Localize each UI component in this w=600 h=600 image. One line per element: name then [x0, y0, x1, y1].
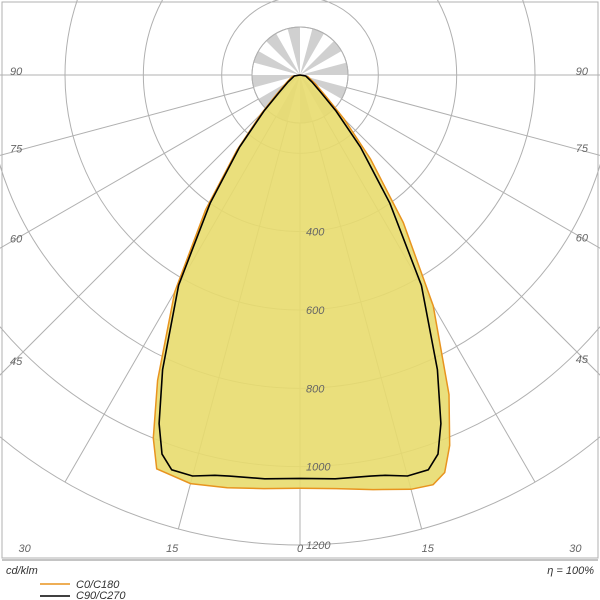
angle-label: 0 — [297, 543, 304, 555]
angle-label: 45 — [10, 356, 23, 368]
angle-label: 60 — [576, 232, 589, 244]
angle-label: 90 — [576, 66, 589, 78]
ring-label: 1000 — [306, 462, 331, 474]
angle-label: 45 — [576, 354, 589, 366]
angle-label: 30 — [569, 543, 582, 555]
ring-label: 800 — [306, 383, 325, 395]
angle-label: 15 — [166, 543, 179, 555]
angle-label: 75 — [576, 143, 589, 155]
legend-label-c90: C90/C270 — [76, 590, 126, 600]
angle-label: 30 — [18, 543, 31, 555]
unit-label: cd/klm — [6, 565, 38, 577]
angle-label: 75 — [10, 144, 23, 156]
angle-label: 15 — [422, 543, 435, 555]
ring-label: 400 — [306, 227, 325, 239]
ring-label: 1200 — [306, 540, 331, 552]
angle-label: 60 — [10, 233, 23, 245]
efficiency-label: η = 100% — [547, 565, 594, 577]
ring-label: 600 — [306, 305, 325, 317]
angle-label: 90 — [10, 66, 23, 78]
